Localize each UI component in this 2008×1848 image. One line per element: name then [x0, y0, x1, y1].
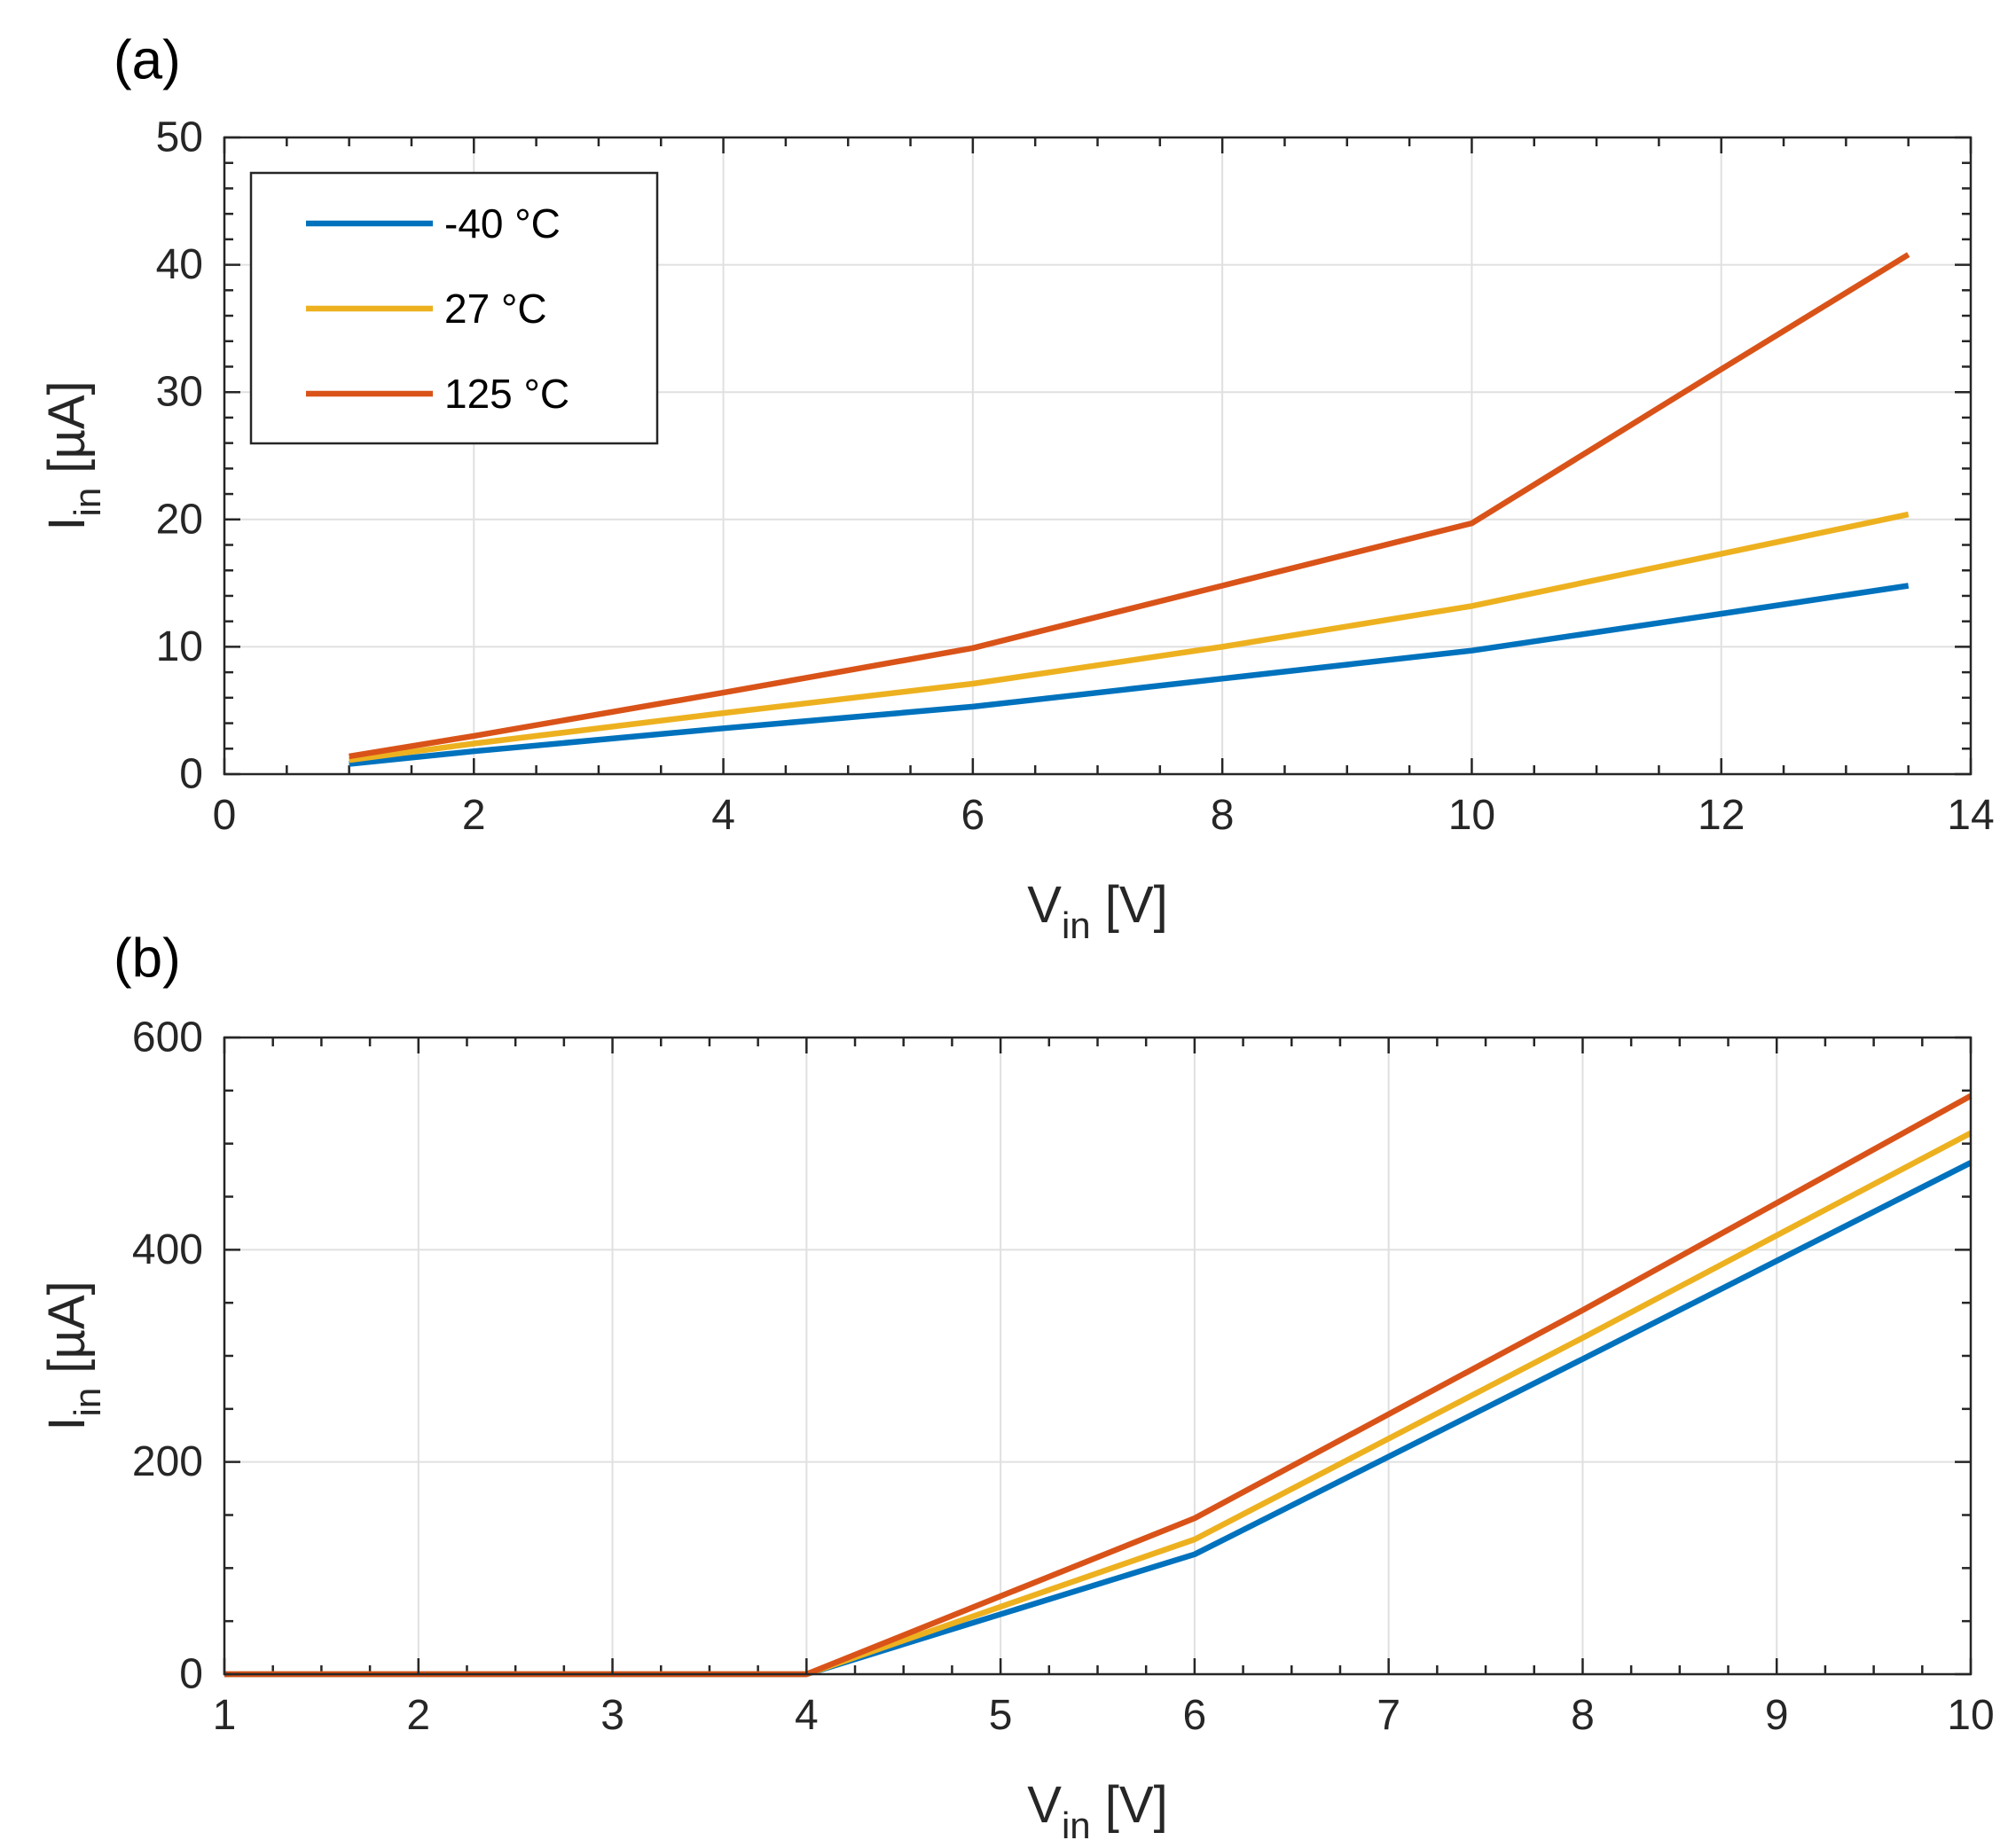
x-axis-title-main: V [1027, 876, 1062, 934]
x-tick-label: 10 [1947, 1692, 1994, 1739]
series-line-125c [349, 252, 1910, 760]
y-tick-label: 10 [156, 623, 203, 670]
x-tick-label: 5 [989, 1692, 1013, 1739]
x-tick-label: 9 [1765, 1692, 1789, 1739]
y-tick-label: 0 [179, 1651, 203, 1698]
y-axis-title-subscript: in [67, 488, 108, 517]
x-axis-title-subscript: in [1062, 904, 1091, 946]
y-axis-title-main: I [38, 517, 96, 531]
axes-box [223, 1036, 1973, 1676]
legend: -40 °C 27 °C 125 °C [249, 171, 659, 445]
x-axis-title-unit: [V] [1091, 876, 1168, 934]
x-tick-label: 3 [600, 1692, 624, 1739]
x-axis-title: Vin [V] [1027, 876, 1167, 946]
y-axis-title: Iin [µA] [38, 380, 108, 530]
x-tick-label: 12 [1698, 792, 1745, 839]
y-tick-label: 600 [132, 1014, 203, 1061]
y-tick-label: 50 [156, 114, 203, 161]
y-tick-label: 40 [156, 241, 203, 288]
x-tick-label: 6 [1183, 1692, 1207, 1739]
y-tick-label: 20 [156, 496, 203, 543]
legend-label: -40 °C [444, 200, 561, 247]
y-axis-title-main: I [38, 1417, 96, 1431]
y-axis-title: Iin [µA] [38, 1280, 108, 1430]
axes-box [223, 136, 1973, 776]
legend-label: 27 °C [444, 286, 547, 332]
x-tick-label: 8 [1211, 792, 1235, 839]
x-tick-label: 2 [462, 792, 486, 839]
plot-area [224, 1038, 1971, 1674]
panel-b: (b) 1 2 3 4 5 6 7 8 9 10 0 200 400 600 Vin [V] Iin [µA] [38, 928, 1995, 1846]
y-tick-label: 400 [132, 1226, 203, 1273]
series-line-27c [349, 511, 1910, 763]
panel-label: (b) [114, 928, 181, 989]
x-axis-title-unit: [V] [1091, 1776, 1168, 1834]
x-tick-label: 6 [961, 792, 985, 839]
y-axis-title-subscript: in [67, 1388, 108, 1417]
x-tick-label: 10 [1448, 792, 1495, 839]
y-tick-label: 200 [132, 1438, 203, 1485]
legend-label: 125 °C [444, 371, 569, 417]
panel-a: (a) 0 2 4 6 8 10 12 14 0 10 20 30 40 50 Vin [V] Iin [µA]… [38, 29, 1995, 946]
y-axis-title-unit: [µA] [38, 1280, 96, 1387]
y-axis-title-unit: [µA] [38, 380, 96, 487]
x-tick-label: 0 [213, 792, 237, 839]
x-axis-title-subscript: in [1062, 1805, 1091, 1846]
x-axis-title-main: V [1027, 1776, 1062, 1834]
x-tick-label: 8 [1571, 1692, 1595, 1739]
x-tick-label: 14 [1947, 792, 1994, 839]
x-tick-label: 1 [213, 1692, 237, 1739]
y-tick-label: 30 [156, 369, 203, 416]
x-tick-label: 2 [406, 1692, 430, 1739]
x-tick-label: 7 [1377, 1692, 1400, 1739]
x-tick-label: 4 [795, 1692, 819, 1739]
series-line-minus40c [349, 583, 1910, 767]
x-tick-label: 4 [711, 792, 735, 839]
panel-label: (a) [114, 29, 181, 90]
x-axis-title: Vin [V] [1027, 1776, 1167, 1846]
y-tick-label: 0 [179, 751, 203, 798]
